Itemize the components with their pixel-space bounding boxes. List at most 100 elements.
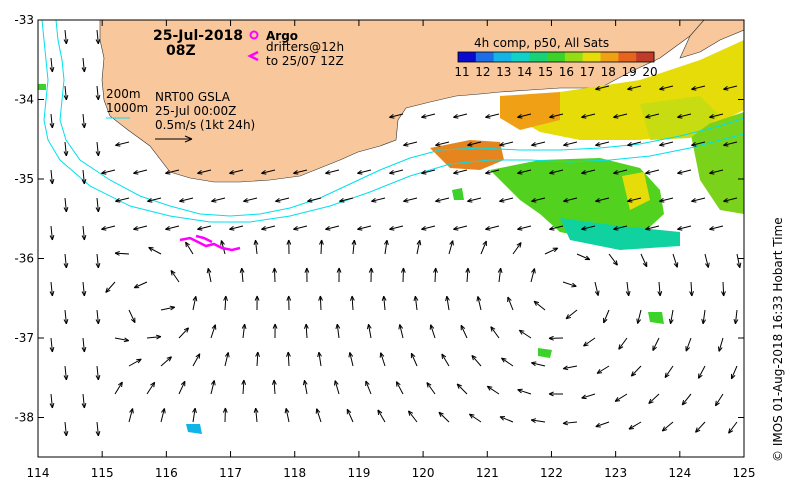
current-arrow-head <box>207 268 208 273</box>
current-arrow-shaft <box>469 414 481 422</box>
current-arrow-head <box>84 179 85 184</box>
current-arrow-head <box>52 291 53 296</box>
current-arrow-head <box>499 201 504 202</box>
colorbar-title: 4h comp, p50, All Sats <box>474 36 609 50</box>
colorbar-swatch <box>529 52 547 62</box>
colorbar-tick-label: 18 <box>601 65 616 79</box>
current-arrow-head <box>156 335 161 336</box>
current-arrow-head <box>98 95 99 100</box>
current-arrow-head <box>52 235 53 240</box>
x-tick-label: 124 <box>668 466 691 480</box>
current-arrow-head <box>165 173 170 174</box>
current-arrow-head <box>442 354 443 359</box>
current-arrow-head <box>598 291 599 296</box>
current-arrow-head <box>98 151 99 156</box>
current-arrow-head <box>669 319 670 324</box>
current-arrow-shaft <box>619 338 627 349</box>
current-arrow-shaft <box>408 411 417 422</box>
current-arrow-shaft <box>457 384 467 394</box>
colorbar-swatch <box>601 52 619 62</box>
x-tick-label: 114 <box>27 466 50 480</box>
current-arrow-head <box>485 173 490 174</box>
current-arrow-head <box>446 296 447 301</box>
current-arrow-head <box>136 359 141 360</box>
drifters-legend-line1: drifters@12h <box>266 40 344 54</box>
x-tick-label: 121 <box>476 466 499 480</box>
colorbar-swatch <box>458 52 476 62</box>
colorbar-tick-label: 19 <box>621 65 636 79</box>
current-arrow-head <box>453 117 458 118</box>
x-tick-label: 123 <box>604 466 627 480</box>
y-tick-label: -34 <box>14 93 34 107</box>
current-arrow-head <box>531 419 536 420</box>
current-arrow-head <box>421 173 426 174</box>
current-arrow-head <box>637 319 638 324</box>
current-arrow-shaft <box>566 310 577 319</box>
current-arrow-head <box>52 179 53 184</box>
current-arrow-head <box>467 201 472 202</box>
current-arrow-head <box>98 39 99 44</box>
x-tick-label: 115 <box>91 466 114 480</box>
y-tick-label: -37 <box>14 331 34 345</box>
current-arrow-head <box>84 291 85 296</box>
current-arrow-shaft <box>442 354 449 366</box>
current-arrow-head <box>254 240 255 245</box>
current-arrow-shaft <box>609 254 617 265</box>
current-arrow-head <box>629 428 634 429</box>
contour-200m-label: 200m <box>106 87 141 101</box>
current-arrow-shaft <box>534 301 545 310</box>
current-arrow-head <box>387 240 388 245</box>
current-arrow-head <box>645 173 650 174</box>
current-arrow-head <box>708 263 709 268</box>
map-date: 25-Jul-2018 <box>153 28 243 44</box>
x-tick-label: 122 <box>540 466 563 480</box>
current-arrow-head <box>563 369 568 370</box>
current-arrow-shaft <box>696 422 705 432</box>
current-arrow-head <box>659 145 664 146</box>
current-arrow-head <box>195 408 196 413</box>
current-arrow-head <box>285 408 286 413</box>
current-arrow-head <box>517 229 522 230</box>
y-tick-label: -38 <box>14 411 34 425</box>
current-arrow-head <box>367 324 368 329</box>
current-arrow-head <box>197 229 202 230</box>
current-arrow-head <box>403 145 408 146</box>
current-arrow-head <box>389 229 394 230</box>
current-arrow-head <box>293 229 298 230</box>
current-arrow-head <box>420 240 421 245</box>
current-arrow-shaft <box>347 409 353 422</box>
sst-patch-small-cyan <box>186 424 202 434</box>
current-arrow-head <box>52 347 53 352</box>
current-arrow-head <box>718 346 719 351</box>
current-arrow-head <box>66 431 67 436</box>
colorbar-tick-label: 14 <box>517 65 532 79</box>
current-arrow-head <box>243 201 248 202</box>
current-arrow-head <box>477 296 478 301</box>
colorbar-swatch <box>565 52 583 62</box>
current-arrow-shaft <box>134 282 147 288</box>
current-arrow-head <box>389 173 394 174</box>
current-arrow-head <box>485 117 490 118</box>
gsla-time: 25-Jul 00:00Z <box>155 104 236 118</box>
current-arrow-head <box>629 291 630 296</box>
sst-patch-southwest-orange <box>430 140 504 170</box>
current-arrow-head <box>66 95 67 100</box>
current-arrow-head <box>371 201 376 202</box>
current-arrow-head <box>325 173 330 174</box>
current-arrow-head <box>98 263 99 268</box>
current-arrow-head <box>84 123 85 128</box>
current-arrow-shaft <box>396 382 403 394</box>
x-tick-label: 120 <box>412 466 435 480</box>
current-arrow-head <box>98 207 99 212</box>
current-arrow-shaft <box>649 394 659 404</box>
current-arrow-head <box>303 380 304 385</box>
y-tick-label: -35 <box>14 172 34 186</box>
current-arrow-shaft <box>115 382 122 394</box>
current-arrow-shaft <box>584 338 595 346</box>
current-arrow-head <box>165 229 170 230</box>
credit-text: © IMOS 01-Aug-2018 16:33 Hobart Time <box>771 217 785 462</box>
current-arrow-shaft <box>631 366 641 376</box>
current-arrow-shaft <box>439 412 449 422</box>
current-arrow-head <box>52 67 53 72</box>
current-arrow-shaft <box>461 325 467 338</box>
